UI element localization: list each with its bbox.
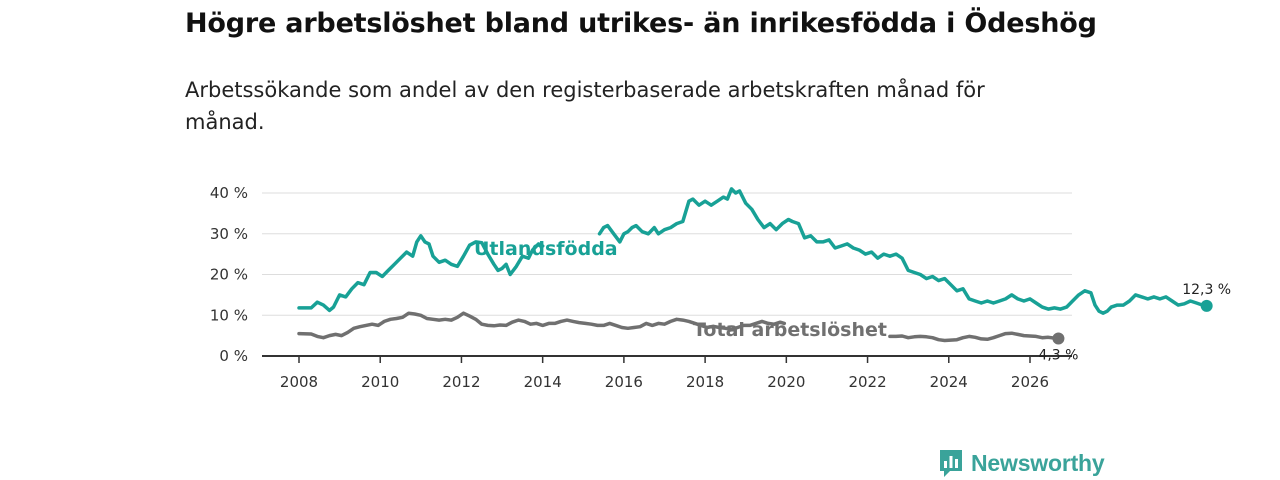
bar-chart-logo-icon (940, 450, 962, 477)
y-tick-label: 30 % (210, 225, 248, 243)
chart-title: Högre arbetslöshet bland utrikes- än inr… (185, 8, 1097, 39)
y-tick-label: 10 % (210, 306, 248, 324)
series-label-utlandsfodda: Utlandsfödda (474, 238, 618, 260)
chart-subtitle: Arbetssökande som andel av den registerb… (185, 78, 985, 134)
y-tick-label: 20 % (210, 266, 248, 284)
series-endpoint-1 (1052, 332, 1065, 345)
chart-series (297, 187, 1209, 343)
series-label-total: Total arbetslöshet (693, 319, 887, 341)
x-axis-ticks: 2008 2010 2012 2014 2016 2018 2020 2022 2024 2026 (280, 356, 1049, 391)
x-tick-label: 2008 (280, 373, 318, 391)
x-tick-label: 2026 (1011, 373, 1049, 391)
y-tick-label: 0 % (219, 347, 248, 365)
series-endpoint-0 (1200, 299, 1213, 312)
x-tick-label: 2016 (605, 373, 643, 391)
series-endpoints: 12,3 % 4,3 % (1038, 282, 1231, 364)
x-tick-label: 2014 (524, 373, 562, 391)
y-axis-ticks: 0 % 10 % 20 % 30 % 40 % (210, 184, 248, 365)
end-value-label-1: 4,3 % (1038, 347, 1078, 363)
brand-name: Newsworthy (971, 449, 1105, 476)
line-chart: 0 % 10 % 20 % 30 % 40 % 2008 2010 2012 2014 2016… (210, 184, 1231, 391)
end-value-label-0: 12,3 % (1182, 282, 1231, 298)
chart-grid (262, 192, 1072, 357)
series-line-1 (297, 311, 1061, 343)
series-line-0 (297, 187, 1209, 315)
y-tick-label: 40 % (210, 184, 248, 202)
x-tick-label: 2024 (930, 373, 968, 391)
x-tick-label: 2022 (848, 373, 886, 391)
x-tick-label: 2018 (686, 373, 724, 391)
brand-logo[interactable]: Newsworthy (938, 448, 1105, 478)
x-tick-label: 2010 (361, 373, 399, 391)
x-tick-label: 2012 (442, 373, 480, 391)
x-tick-label: 2020 (767, 373, 805, 391)
